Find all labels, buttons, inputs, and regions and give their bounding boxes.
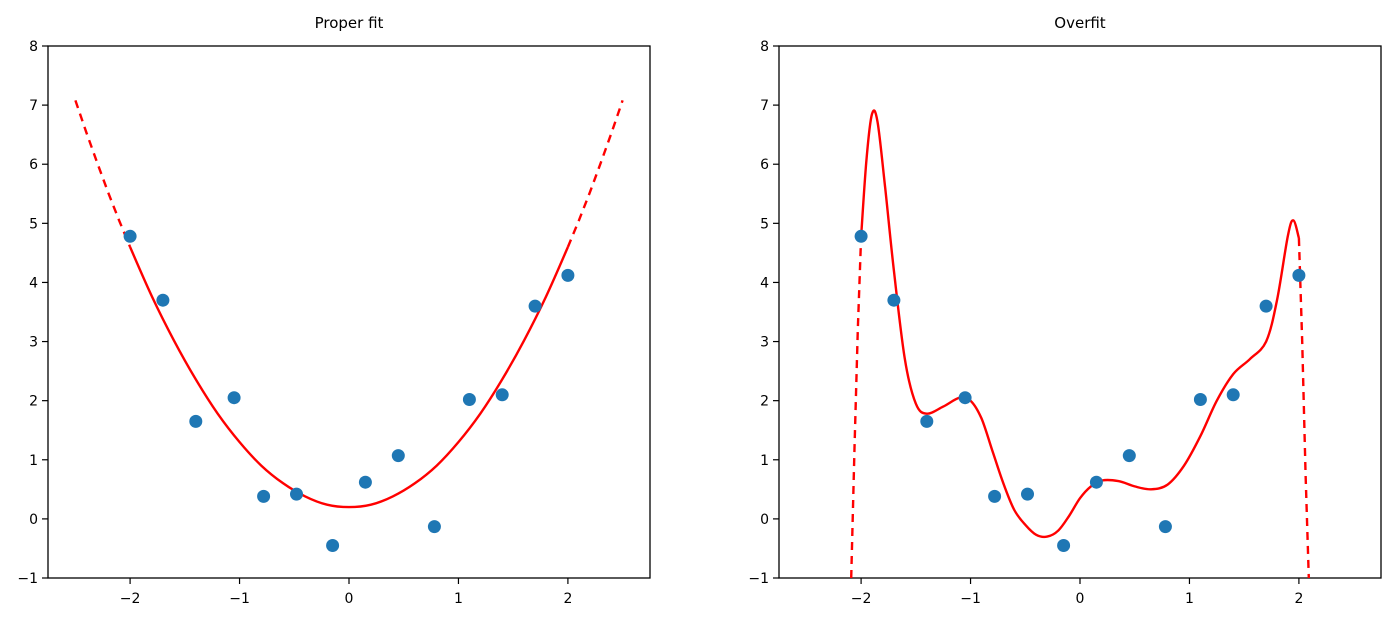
x-tick-label: −1 — [229, 591, 250, 607]
scatter-point — [1089, 475, 1103, 489]
scatter-point — [1122, 449, 1136, 463]
x-tick-label: 1 — [1185, 591, 1194, 607]
y-tick-label: 1 — [29, 453, 38, 469]
scatter-point — [1057, 539, 1071, 552]
y-tick-label: −1 — [748, 571, 769, 587]
y-tick-label: 4 — [29, 275, 38, 291]
y-tick-label: 6 — [760, 157, 769, 173]
x-tick-label: 0 — [1076, 591, 1085, 607]
scatter-point — [257, 489, 271, 503]
y-tick-label: 6 — [29, 157, 38, 173]
scatter-point — [1021, 487, 1034, 501]
y-tick-label: 8 — [760, 39, 769, 55]
y-tick-label: 5 — [760, 216, 769, 232]
scatter-point — [189, 414, 203, 428]
proper-fit-extrapolation-dashed-right — [566, 100, 624, 248]
scatter-point — [227, 391, 241, 405]
x-tick-label: 0 — [345, 591, 354, 607]
x-tick-label: −2 — [851, 591, 872, 607]
plot-svg-overfit: −2 −1 0 1 2 −1 0 1 2 3 4 5 6 7 8 — [748, 39, 1382, 607]
y-tick-label: 0 — [29, 512, 38, 528]
subplot-proper-fit: Proper fit −2 −1 0 1 2 −1 0 1 2 3 4 5 6 7 8 — [0, 6, 660, 622]
y-tick-label: −1 — [17, 571, 38, 587]
scatter-point — [1226, 388, 1240, 402]
x-tick-label: 1 — [454, 591, 463, 607]
y-tick-label: 4 — [760, 275, 769, 291]
scatter-point — [1158, 520, 1172, 534]
x-tick-label: −2 — [120, 591, 141, 607]
scatter-point — [290, 487, 303, 501]
plot-title-overfit: Overfit — [1054, 14, 1106, 32]
y-tick-label: 2 — [760, 394, 769, 410]
overfit-extrapolation-dashed-left — [850, 236, 863, 579]
scatter-point — [123, 229, 137, 243]
x-tick-label: −1 — [960, 591, 981, 607]
plot-title-proper-fit: Proper fit — [314, 14, 384, 32]
y-tick-label: 7 — [760, 98, 769, 114]
scatter-point — [920, 414, 934, 428]
plot-svg-proper-fit: −2 −1 0 1 2 −1 0 1 2 3 4 5 6 7 8 — [17, 39, 651, 607]
y-tick-label: 0 — [760, 512, 769, 528]
plot-canvas-overfit: −2 −1 0 1 2 −1 0 1 2 3 4 5 6 7 8 — [731, 6, 1391, 622]
scatter-point — [1292, 268, 1306, 282]
y-tick-label: 3 — [29, 335, 38, 351]
scatter-point — [495, 388, 509, 402]
y-tick-label: 1 — [760, 453, 769, 469]
y-tick-label: 5 — [29, 216, 38, 232]
proper-fit-model-curve-solid — [128, 246, 570, 509]
scatter-point — [427, 520, 441, 534]
y-tick-label: 2 — [29, 394, 38, 410]
overfit-extrapolation-dashed-right — [1297, 238, 1310, 579]
scatter-point — [462, 393, 476, 406]
scatter-point — [988, 489, 1002, 503]
x-tick-label: 2 — [1294, 591, 1303, 607]
proper-fit-extrapolation-dashed-left — [74, 100, 132, 248]
scatter-point — [528, 299, 542, 313]
overfit-model-curve-solid — [859, 109, 1301, 539]
scatter-point — [958, 391, 972, 405]
y-tick-label: 8 — [29, 39, 38, 55]
scatter-point — [358, 475, 372, 489]
y-tick-label: 7 — [29, 98, 38, 114]
scatter-point — [854, 229, 868, 243]
scatter-point — [1193, 393, 1207, 406]
y-tick-label: 3 — [760, 335, 769, 351]
scatter-point — [1259, 299, 1273, 313]
scatter-point — [887, 293, 901, 307]
subplot-overfit: Overfit −2 −1 0 1 2 −1 0 1 2 3 4 5 6 7 8 — [731, 6, 1391, 622]
scatter-point — [561, 268, 575, 282]
plot-canvas-proper-fit: −2 −1 0 1 2 −1 0 1 2 3 4 5 6 7 8 — [0, 6, 660, 622]
scatter-point — [391, 449, 405, 463]
scatter-point — [326, 539, 340, 552]
scatter-point — [156, 293, 170, 307]
plot-border — [47, 45, 651, 579]
x-tick-label: 2 — [563, 591, 572, 607]
